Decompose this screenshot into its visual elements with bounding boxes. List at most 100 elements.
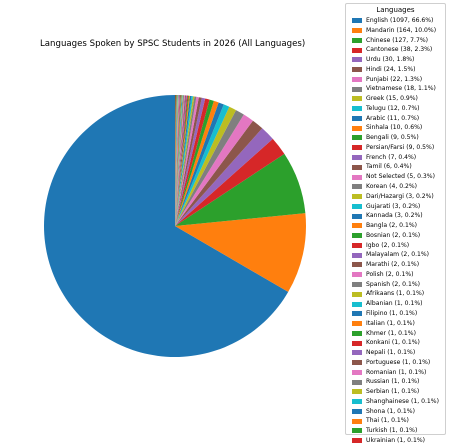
legend-item: Bosnian (2, 0.1%) (346, 231, 445, 241)
legend-item: Korean (4, 0.2%) (346, 182, 445, 192)
legend-title: Languages (376, 6, 415, 14)
legend-item: Shanghainese (1, 0.1%) (346, 397, 445, 407)
pie-slice (175, 95, 176, 226)
pie-slice (175, 95, 182, 227)
pie-slice (175, 110, 244, 226)
legend-item: Greek (15, 0.9%) (346, 94, 445, 104)
pie-slice (175, 213, 306, 292)
legend-label: Korean (4, 0.2%) (366, 183, 418, 191)
legend-label: Arabic (11, 0.7%) (366, 114, 420, 122)
legend-swatch (352, 37, 362, 43)
legend-item: Igbo (2, 0.1%) (346, 241, 445, 251)
legend-item: Sinhala (10, 0.6%) (346, 123, 445, 133)
legend-label: Ukrainian (1, 0.1%) (366, 436, 425, 444)
legend-label: Persian/Farsi (9, 0.5%) (366, 143, 435, 151)
legend-item: Bangla (2, 0.1%) (346, 221, 445, 231)
pie-slice (175, 138, 285, 226)
pie-slice (175, 96, 199, 226)
legend-item: Gujarati (3, 0.2%) (346, 202, 445, 212)
legend-item: Not Selected (5, 0.3%) (346, 172, 445, 182)
legend-label: Shona (1, 0.1%) (366, 407, 415, 415)
legend-label: Serbian (1, 0.1%) (366, 388, 420, 396)
pie-slice (175, 95, 181, 226)
legend-label: Cantonese (38, 2.3%) (366, 46, 433, 54)
legend-swatch (352, 350, 362, 356)
legend-swatch (352, 18, 362, 24)
legend-item: Vietnamese (18, 1.1%) (346, 84, 445, 94)
legend-swatch (352, 262, 362, 268)
legend-label: Igbo (2, 0.1%) (366, 241, 410, 249)
legend-swatch (352, 57, 362, 63)
legend-item: Polish (2, 0.1%) (346, 270, 445, 280)
pie-slice (175, 96, 195, 226)
legend-label: Tamil (6, 0.4%) (366, 163, 412, 171)
pie-slice (175, 97, 206, 227)
legend-item: Mandarin (164, 10.0%) (346, 26, 445, 36)
pie-slice (175, 95, 189, 226)
legend-label: Marathi (2, 0.1%) (366, 261, 420, 269)
pie-slice (175, 95, 183, 226)
legend-item: Arabic (11, 0.7%) (346, 114, 445, 124)
pie-slice (175, 95, 181, 227)
legend-swatch (352, 86, 362, 92)
legend-swatch (352, 291, 362, 297)
legend-swatch (352, 311, 362, 317)
legend-item: Persian/Farsi (9, 0.5%) (346, 143, 445, 153)
legend-label: Spanish (2, 0.1%) (366, 280, 420, 288)
legend-item: Serbian (1, 0.1%) (346, 387, 445, 397)
pie-slice (175, 95, 192, 227)
legend-label: Nepali (1, 0.1%) (366, 349, 416, 357)
legend-item: Nepali (1, 0.1%) (346, 348, 445, 358)
pie-slice (175, 95, 182, 226)
legend-swatch (352, 155, 362, 161)
legend-swatch (352, 369, 362, 375)
legend-item: Shona (1, 0.1%) (346, 407, 445, 417)
legend-label: Malayalam (2, 0.1%) (366, 251, 430, 259)
legend-item: Romanian (1, 0.1%) (346, 368, 445, 378)
legend-item: Ukrainian (1, 0.1%) (346, 436, 445, 446)
legend-label: Bangla (2, 0.1%) (366, 222, 417, 230)
legend-label: Mandarin (164, 10.0%) (366, 26, 437, 34)
legend-swatch (352, 281, 362, 287)
legend-swatch (352, 428, 362, 434)
pie-slice (175, 99, 214, 226)
pie-slice (175, 120, 263, 226)
legend-item: Urdu (30, 1.8%) (346, 55, 445, 65)
legend-label: Romanian (1, 0.1%) (366, 368, 427, 376)
legend-label: Not Selected (5, 0.3%) (366, 173, 435, 181)
legend-item: Khmer (1, 0.1%) (346, 329, 445, 339)
legend-swatch (352, 184, 362, 190)
legend-item: English (1097, 66.6%) (346, 16, 445, 26)
pie-slice (175, 95, 176, 226)
pie-slice (175, 95, 183, 227)
pie-slice (175, 95, 178, 226)
legend-swatch (352, 28, 362, 34)
legend-swatch (352, 106, 362, 112)
legend-label: Vietnamese (18, 1.1%) (366, 85, 436, 93)
pie-slice (175, 96, 197, 227)
legend-item: Cantonese (38, 2.3%) (346, 45, 445, 55)
legend-item: Albanian (1, 0.1%) (346, 299, 445, 309)
legend-label: Hindi (24, 1.5%) (366, 65, 416, 73)
legend-swatch (352, 340, 362, 346)
legend-label: Russian (1, 0.1%) (366, 378, 420, 386)
legend-label: Konkani (1, 0.1%) (366, 339, 420, 347)
legend-swatch (352, 67, 362, 73)
legend-label: Punjabi (22, 1.3%) (366, 75, 423, 83)
pie-slice (175, 95, 185, 227)
legend-swatch (352, 194, 362, 200)
legend-label: Thai (1, 0.1%) (366, 417, 409, 425)
legend-swatch (352, 399, 362, 405)
legend-label: Chinese (127, 7.7%) (366, 36, 429, 44)
legend-label: Gujarati (3, 0.2%) (366, 202, 421, 210)
legend-swatch (352, 223, 362, 229)
legend-swatch (352, 213, 362, 219)
legend-item: French (7, 0.4%) (346, 153, 445, 163)
legend-swatch (352, 164, 362, 170)
pie-slice (175, 95, 190, 226)
legend-label: Urdu (30, 1.8%) (366, 56, 415, 64)
legend-item: Telugu (12, 0.7%) (346, 104, 445, 114)
legend-item: Thai (1, 0.1%) (346, 416, 445, 426)
pie-slice (175, 95, 180, 226)
legend-item: Portuguese (1, 0.1%) (346, 358, 445, 368)
